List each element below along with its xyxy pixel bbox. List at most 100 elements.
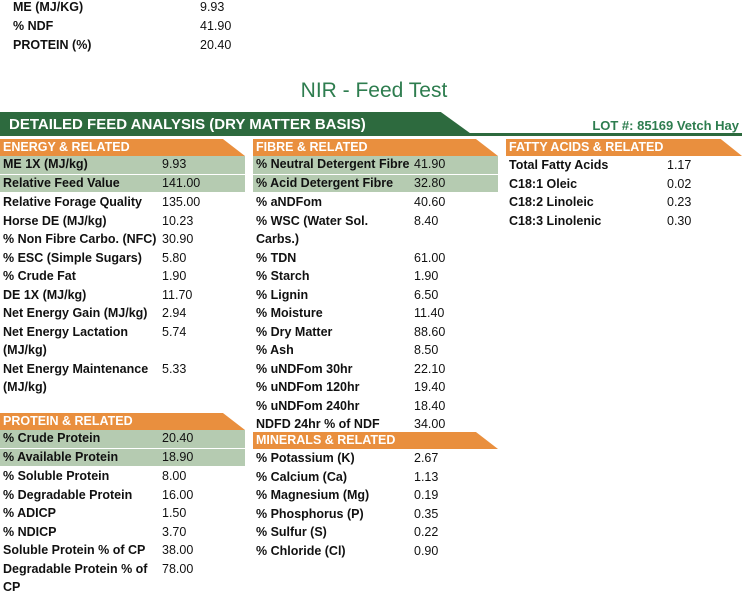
table-row: % Ash 8.50 xyxy=(253,341,498,360)
row-label: % Dry Matter xyxy=(256,324,333,339)
table-row: % uNDFom 30hr 22.10 xyxy=(253,360,498,379)
row-label: NDFD 24hr % of NDF xyxy=(256,417,380,431)
row-value: 0.23 xyxy=(667,195,692,209)
row-label: Soluble Protein % of CP xyxy=(3,543,146,557)
row-value: 9.93 xyxy=(162,157,187,171)
row-label: Relative Feed Value xyxy=(3,175,120,190)
row-label: % Acid Detergent Fibre xyxy=(256,175,394,190)
row-label: % Sulfur (S) xyxy=(256,525,327,539)
row-label: % Crude Protein xyxy=(3,431,101,445)
table-row: % NDICP 3.70 xyxy=(0,523,245,542)
table-row: % TDN 61.00 xyxy=(253,249,498,268)
table-row: % Crude Protein 20.40 xyxy=(0,430,245,449)
table-row: % WSC (Water Sol. Carbs.) 8.40 xyxy=(253,212,498,249)
table-row: % Neutral Detergent Fibre 41.90 xyxy=(253,156,498,175)
table-row: % Lignin 6.50 xyxy=(253,286,498,305)
row-label: % Degradable Protein xyxy=(3,487,133,502)
row-value: 141.00 xyxy=(162,175,201,190)
table-row: % Magnesium (Mg) 0.19 xyxy=(253,486,498,505)
table-row: C18:1 Oleic 0.02 xyxy=(506,175,742,194)
table-row: % Dry Matter 88.60 xyxy=(253,323,498,342)
table-row: Relative Feed Value 141.00 xyxy=(0,174,245,193)
section: FIBRE & RELATED% Neutral Detergent Fibre… xyxy=(253,139,498,434)
table-row: Degradable Protein % of CP 78.00 xyxy=(0,560,245,597)
row-value: 1.90 xyxy=(414,269,439,283)
row-value: 20.40 xyxy=(162,431,194,445)
summary-label: ME (MJ/KG) xyxy=(13,0,84,14)
summary-value: 20.40 xyxy=(200,38,232,52)
row-label: % Starch xyxy=(256,269,310,283)
row-label: % uNDFom 240hr xyxy=(256,398,360,413)
table-row: Net Energy Lactation (MJ/kg) 5.74 xyxy=(0,323,245,360)
row-value: 0.90 xyxy=(414,543,439,558)
table-row: % aNDFom 40.60 xyxy=(253,193,498,212)
row-value: 18.90 xyxy=(162,449,194,464)
row-value: 8.50 xyxy=(414,343,439,357)
row-label: % Soluble Protein xyxy=(3,469,110,483)
section-header: FIBRE & RELATED xyxy=(253,139,498,156)
table-row: Horse DE (MJ/kg) 10.23 xyxy=(0,212,245,231)
row-label: % Chloride (Cl) xyxy=(256,543,346,558)
row-label: Horse DE (MJ/kg) xyxy=(3,213,107,228)
table-row: Net Energy Maintenance (MJ/kg) 5.33 xyxy=(0,360,245,397)
banner: DETAILED FEED ANALYSIS (DRY MATTER BASIS… xyxy=(0,112,474,136)
section-header: MINERALS & RELATED xyxy=(253,432,498,449)
summary-value: 41.90 xyxy=(200,19,232,33)
table-row: % Moisture 11.40 xyxy=(253,304,498,323)
row-value: 38.00 xyxy=(162,543,194,557)
table-row: Soluble Protein % of CP 38.00 xyxy=(0,541,245,560)
table-row: NDFD 24hr % of NDF 34.00 xyxy=(253,415,498,434)
row-label: % ESC (Simple Sugars) xyxy=(3,250,142,265)
row-value: 5.80 xyxy=(162,250,187,265)
table-row: % Chloride (Cl) 0.90 xyxy=(253,542,498,561)
table-row: C18:2 Linoleic 0.23 xyxy=(506,193,742,212)
row-label: % Ash xyxy=(256,343,294,357)
section-header: PROTEIN & RELATED xyxy=(0,413,245,430)
row-value: 18.40 xyxy=(414,398,446,413)
section: PROTEIN & RELATED% Crude Protein 20.40 % A… xyxy=(0,413,245,597)
table-row: % Sulfur (S) 0.22 xyxy=(253,523,498,542)
row-value: 16.00 xyxy=(162,487,194,502)
row-value: 32.80 xyxy=(414,175,446,190)
table-row: Relative Forage Quality 135.00 xyxy=(0,193,245,212)
row-value: 1.13 xyxy=(414,469,439,484)
table-row: % Available Protein 18.90 xyxy=(0,448,245,467)
row-value: 0.22 xyxy=(414,525,439,539)
row-label: % Moisture xyxy=(256,306,323,320)
row-value: 1.90 xyxy=(162,269,187,283)
row-label: C18:3 Linolenic xyxy=(509,213,602,228)
row-value: 10.23 xyxy=(162,213,194,228)
row-label: C18:1 Oleic xyxy=(509,176,578,191)
row-label: % ADICP xyxy=(3,506,57,520)
row-value: 5.33 xyxy=(162,361,187,376)
table-row: % Soluble Protein 8.00 xyxy=(0,467,245,486)
summary-label: % NDF xyxy=(13,19,54,33)
row-value: 2.94 xyxy=(162,306,187,320)
row-label: % uNDFom 120hr xyxy=(256,380,360,394)
row-value: 0.30 xyxy=(667,213,692,228)
lot-number: LOT #: 85169 Vetch Hay xyxy=(592,118,739,133)
row-value: 0.02 xyxy=(667,176,692,191)
row-value: 5.74 xyxy=(162,324,187,339)
table-row: % uNDFom 120hr 19.40 xyxy=(253,378,498,397)
row-label: DE 1X (MJ/kg) xyxy=(3,287,87,302)
row-value: 6.50 xyxy=(414,287,439,302)
table-row: % Starch 1.90 xyxy=(253,267,498,286)
page-title: NIR - Feed Test xyxy=(300,79,448,102)
row-label: % Lignin xyxy=(256,287,309,302)
row-label: Relative Forage Quality xyxy=(3,195,142,209)
row-value: 34.00 xyxy=(414,417,446,431)
row-label: % Non Fibre Carbo. (NFC) xyxy=(3,232,157,246)
row-label: % aNDFom xyxy=(256,195,322,209)
row-value: 78.00 xyxy=(162,561,194,576)
row-label: % Calcium (Ca) xyxy=(256,469,347,484)
table-row: ME 1X (MJ/kg) 9.93 xyxy=(0,156,245,175)
row-label: % TDN xyxy=(256,250,297,265)
row-label: % WSC (Water Sol. Carbs.) xyxy=(256,213,369,247)
table-row: % ADICP 1.50 xyxy=(0,504,245,523)
row-label: % Phosphorus (P) xyxy=(256,506,364,521)
section-header: ENERGY & RELATED xyxy=(0,139,245,156)
row-value: 2.67 xyxy=(414,451,439,465)
table-row: C18:3 Linolenic 0.30 xyxy=(506,212,742,231)
table-row: % Calcium (Ca) 1.13 xyxy=(253,468,498,487)
